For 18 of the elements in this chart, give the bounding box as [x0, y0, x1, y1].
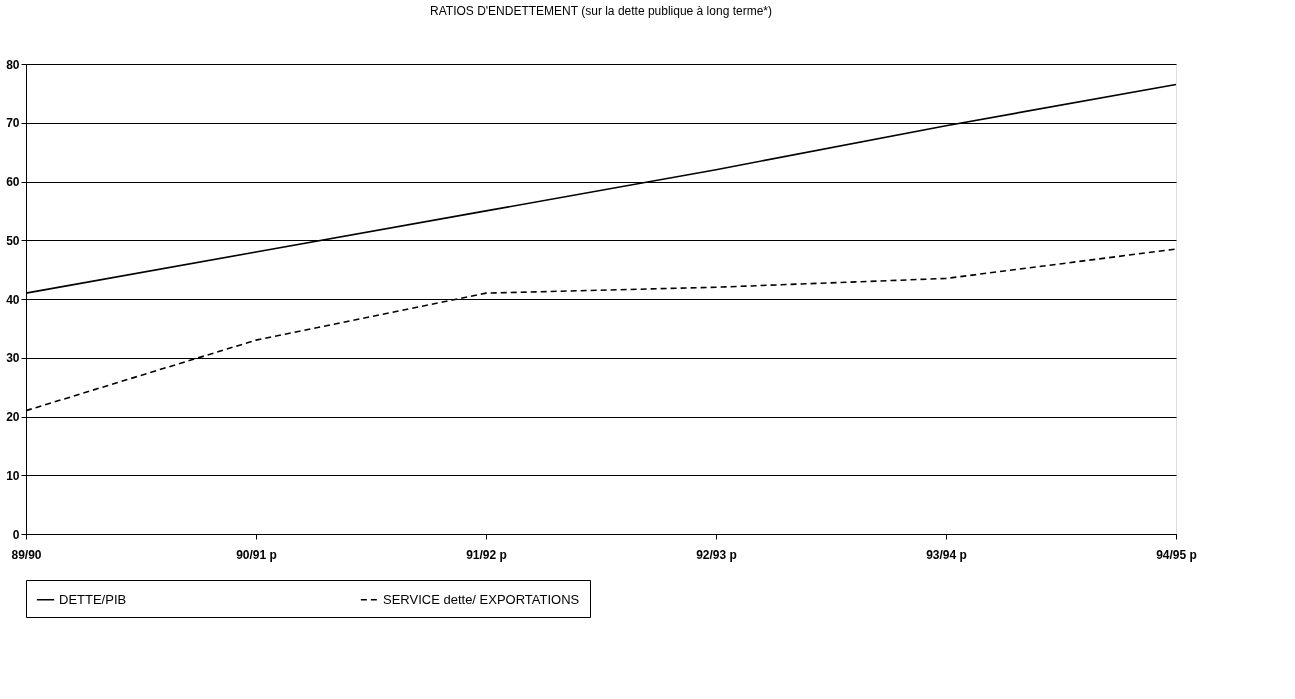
y-tick-label: 10	[6, 468, 20, 483]
x-tick-label: 93/94 p	[926, 547, 967, 562]
legend-label: DETTE/PIB	[59, 591, 127, 607]
chart-title: RATIOS D'ENDETTEMENT (sur la dette publique à long terme*)	[430, 4, 772, 18]
x-tick-label: 91/92 p	[466, 547, 507, 562]
x-tick-label: 92/93 p	[696, 547, 737, 562]
y-tick-label: 60	[6, 175, 20, 189]
y-tick-label: 80	[6, 57, 20, 72]
x-tick-label: 90/91 p	[236, 547, 277, 562]
legend-label: SERVICE dette/ EXPORTATIONS	[383, 591, 580, 607]
y-tick-label: 20	[6, 410, 20, 424]
y-tick-label: 70	[6, 116, 20, 131]
x-tick-label: 89/90	[11, 547, 42, 562]
y-tick-label: 0	[12, 527, 20, 542]
x-tick-label: 94/95 p	[1156, 547, 1197, 562]
y-tick-label: 50	[6, 233, 20, 248]
y-tick-label: 30	[6, 351, 20, 366]
y-tick-label: 40	[6, 292, 20, 307]
